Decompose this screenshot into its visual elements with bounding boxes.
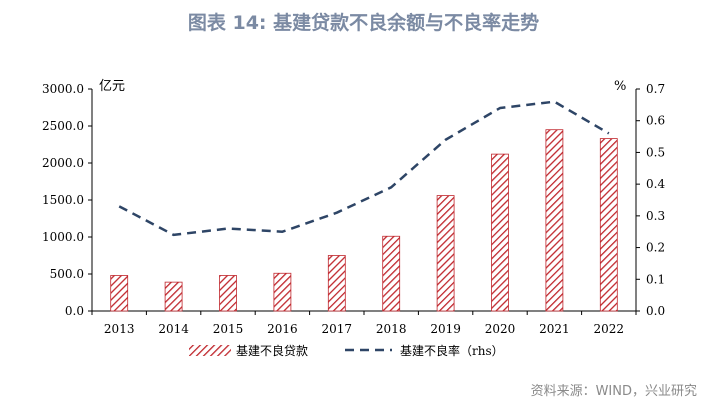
x-tick-label: 2021 xyxy=(539,322,570,336)
right-tick-label: 0.3 xyxy=(646,209,665,223)
legend: 基建不良贷款 基建不良率（rhs） xyxy=(189,343,504,358)
x-tick-label: 2013 xyxy=(104,322,135,336)
bar xyxy=(382,235,401,312)
x-tick-label: 2019 xyxy=(430,322,461,336)
right-tick-label: 0.6 xyxy=(646,114,665,128)
x-tick-label: 2014 xyxy=(158,322,189,336)
chart: 亿元 % 0.0 500.0 1000.0 1500.0 2000.0 2500.0 300… xyxy=(42,79,665,358)
right-tick-label: 0.2 xyxy=(646,241,665,255)
line-path xyxy=(118,100,610,237)
right-axis-ticks: 0.0 0.1 0.2 0.3 0.4 0.5 0.6 0.7 xyxy=(636,82,665,318)
left-tick-label: 2500.0 xyxy=(42,119,84,133)
right-axis-unit: % xyxy=(614,79,626,94)
bar xyxy=(110,275,129,312)
right-tick-label: 0.0 xyxy=(646,304,665,318)
legend-line-label: 基建不良率（rhs） xyxy=(400,343,504,358)
left-tick-label: 0.0 xyxy=(65,304,84,318)
bar xyxy=(327,255,346,312)
right-tick-label: 0.1 xyxy=(646,272,665,286)
right-tick-label: 0.7 xyxy=(646,82,665,96)
bar xyxy=(491,153,509,312)
left-tick-label: 3000.0 xyxy=(42,82,84,96)
legend-bar-label: 基建不良贷款 xyxy=(236,343,308,358)
bar xyxy=(219,275,237,312)
left-tick-label: 1000.0 xyxy=(42,230,84,244)
bar xyxy=(545,129,564,312)
x-tick-label: 2016 xyxy=(267,322,298,336)
x-axis-tick-labels: 2013 2014 2015 2016 2017 2018 2019 2020 2021 2022 xyxy=(91,311,637,336)
line-series xyxy=(118,100,610,237)
x-tick-label: 2018 xyxy=(376,322,407,336)
right-tick-label: 0.4 xyxy=(646,177,665,191)
bar xyxy=(273,272,292,312)
x-tick-label: 2020 xyxy=(485,322,516,336)
legend-bar-swatch xyxy=(189,345,231,356)
bar xyxy=(164,281,183,312)
x-tick-label: 2022 xyxy=(594,322,625,336)
chart-title: 图表 14: 基建贷款不良余额与不良率走势 xyxy=(187,12,540,34)
bar xyxy=(436,195,455,312)
bar xyxy=(599,138,618,312)
x-tick-label: 2015 xyxy=(213,322,244,336)
left-tick-label: 500.0 xyxy=(50,267,84,281)
left-axis-ticks: 0.0 500.0 1000.0 1500.0 2000.0 2500.0 3000.0 xyxy=(42,82,92,318)
left-tick-label: 2000.0 xyxy=(42,156,84,170)
x-tick-label: 2017 xyxy=(322,322,353,336)
right-tick-label: 0.5 xyxy=(646,145,665,159)
source-note: 资料来源：WIND，兴业研究 xyxy=(530,384,697,399)
left-tick-label: 1500.0 xyxy=(42,193,84,207)
bar-series xyxy=(110,129,618,312)
left-axis-unit: 亿元 xyxy=(99,79,125,94)
